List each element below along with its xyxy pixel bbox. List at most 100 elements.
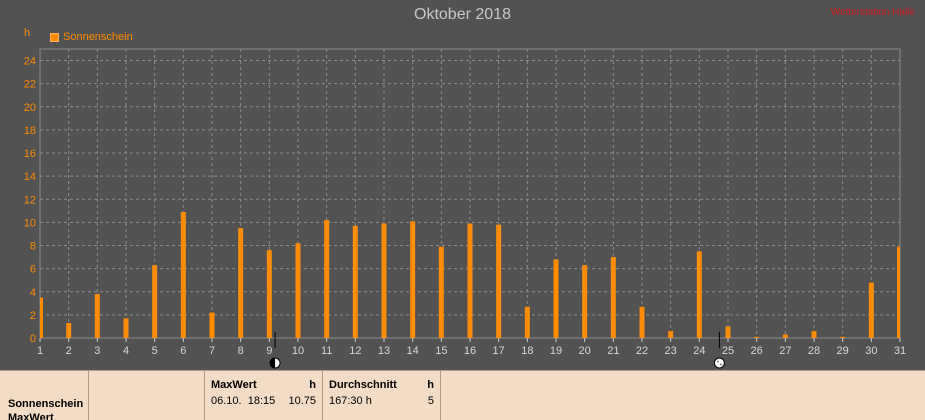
- x-tick-label: 10: [292, 345, 304, 357]
- x-tick-label: 19: [550, 345, 562, 357]
- bar-day-13: [381, 223, 387, 338]
- footer-average-column: Durchschnitt h 167:30 h 5: [323, 371, 441, 420]
- bar-day-4: [123, 318, 129, 338]
- row-label-maxwert: MaxWert: [8, 412, 54, 420]
- x-tick-label: 30: [865, 345, 877, 357]
- x-tick-label: 12: [349, 345, 361, 357]
- y-tick-label: 20: [24, 102, 36, 114]
- x-tick-label: 26: [751, 345, 763, 357]
- x-tick-label: 29: [837, 345, 849, 357]
- x-tick-label: 21: [607, 345, 619, 357]
- x-tick-label: 24: [693, 345, 705, 357]
- x-tick-label: 13: [378, 345, 390, 357]
- y-tick-label: 24: [24, 56, 36, 68]
- bar-day-18: [524, 306, 530, 338]
- x-tick-label: 3: [94, 345, 100, 357]
- bar-day-2: [66, 322, 72, 338]
- y-tick-label: 6: [30, 264, 36, 276]
- bar-day-11: [324, 220, 330, 338]
- y-tick-label: 14: [24, 171, 36, 183]
- y-tick-label: 12: [24, 194, 36, 206]
- y-tick-label: 8: [30, 241, 36, 253]
- bar-day-25: [725, 326, 731, 338]
- legend-swatch: [50, 32, 59, 42]
- x-tick-label: 27: [779, 345, 791, 357]
- x-tick-label: 20: [579, 345, 591, 357]
- x-tick-label: 16: [464, 345, 476, 357]
- footer-max-column: MaxWert h 06.10. 18:15 10.75: [205, 371, 323, 420]
- x-tick-label: 7: [209, 345, 215, 357]
- bar-day-20: [582, 265, 588, 338]
- bar-day-7: [209, 312, 215, 338]
- max-header: MaxWert: [211, 379, 257, 391]
- bar-day-26: [754, 336, 760, 338]
- x-tick-label: 15: [435, 345, 447, 357]
- bar-day-8: [238, 228, 244, 338]
- bar-day-29: [840, 336, 846, 338]
- y-axis-unit: h: [24, 27, 31, 39]
- x-tick-label: 1: [37, 345, 43, 357]
- x-tick-label: 17: [493, 345, 505, 357]
- bar-day-28: [811, 331, 817, 338]
- x-tick-label: 8: [238, 345, 244, 357]
- bar-day-21: [610, 257, 616, 338]
- x-tick-label: 28: [808, 345, 820, 357]
- footer-empty-column: [89, 371, 205, 420]
- watermark: Wetterstation Halle: [830, 7, 915, 18]
- y-tick-label: 16: [24, 148, 36, 160]
- bar-day-6: [180, 211, 186, 338]
- x-tick-label: 4: [123, 345, 129, 357]
- footer-row-label: Sonnenschein MaxWert: [0, 371, 89, 420]
- bar-day-22: [639, 306, 645, 338]
- chart-area: 0 2 4 6 8 10 12 14 16 18 20 22 24 1 2 3 4 5 6 7 8 9 10 11 12 13 14…: [23, 6, 915, 369]
- x-tick-label: 9: [266, 345, 272, 357]
- x-tick-label: 5: [152, 345, 158, 357]
- bar-day-31: [897, 246, 900, 338]
- bar-day-30: [868, 282, 874, 338]
- y-tick-label: 2: [30, 310, 36, 322]
- x-tick-label: 2: [66, 345, 72, 357]
- full-moon-icon: [713, 357, 725, 369]
- y-tick-label: 0: [30, 333, 36, 345]
- x-tick-label: 23: [665, 345, 677, 357]
- x-tick-label: 22: [636, 345, 648, 357]
- bar-day-3: [94, 294, 100, 338]
- summary-footer: Sonnenschein MaxWert MaxWert h 06.10. 18…: [0, 370, 925, 420]
- avg-value: 167:30 h: [329, 395, 372, 407]
- y-tick-label: 10: [24, 217, 36, 229]
- x-tick-label: 18: [521, 345, 533, 357]
- bar-day-1: [40, 297, 43, 338]
- bar-day-17: [496, 224, 502, 338]
- max-value: 10.75: [288, 395, 316, 407]
- x-tick-label: 25: [722, 345, 734, 357]
- full-moon-crater: [716, 360, 719, 363]
- bar-day-19: [553, 259, 559, 338]
- y-tick-label: 4: [30, 287, 36, 299]
- x-tick-label: 31: [894, 345, 906, 357]
- bar-day-9: [266, 250, 272, 338]
- bar-day-15: [438, 246, 444, 338]
- legend-label: Sonnenschein: [63, 31, 133, 43]
- avg-unit: h: [427, 379, 434, 391]
- new-moon-shade: [270, 358, 276, 368]
- x-tick-label: 14: [407, 345, 419, 357]
- bar-day-14: [410, 221, 416, 338]
- x-tick-label: 11: [321, 345, 332, 357]
- x-tick-label: 6: [180, 345, 186, 357]
- bar-day-12: [352, 225, 358, 338]
- chart-title: Oktober 2018: [414, 6, 511, 23]
- bar-day-24: [696, 251, 702, 338]
- avg-header: Durchschnitt: [329, 379, 397, 391]
- max-date: 06.10.: [211, 395, 242, 407]
- max-unit: h: [309, 379, 316, 391]
- row-label-sonnenschein: Sonnenschein: [8, 398, 84, 410]
- bar-day-23: [668, 331, 674, 338]
- bar-day-16: [467, 223, 473, 338]
- y-tick-label: 22: [24, 79, 36, 91]
- full-moon-crater: [719, 363, 722, 366]
- bar-day-5: [152, 265, 158, 338]
- bar-day-10: [295, 243, 301, 338]
- y-tick-label: 18: [24, 125, 36, 137]
- max-time: 18:15: [247, 395, 276, 407]
